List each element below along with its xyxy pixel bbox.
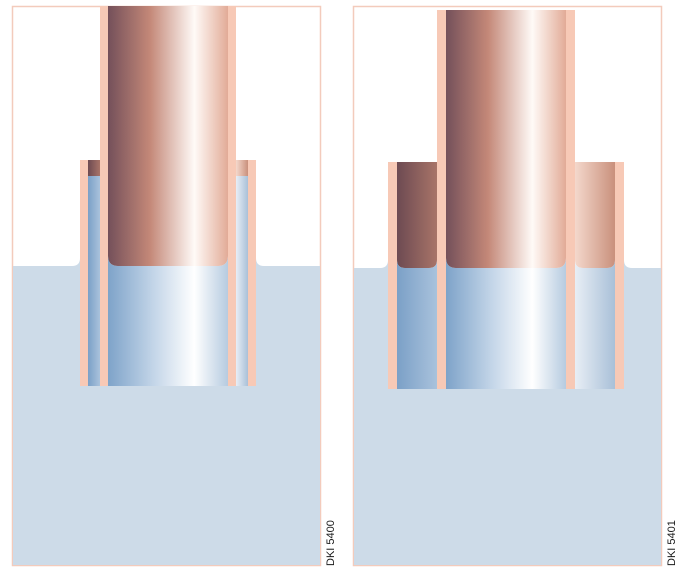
left-inner-tube-wall-left: [100, 6, 108, 386]
right-outer-tube-wall-left: [388, 162, 397, 389]
right-gap-liquid-right: [575, 260, 615, 389]
left-gap-copper-right: [236, 160, 248, 176]
right-gap-copper-left: [397, 162, 437, 268]
left-gap-liquid-left: [88, 176, 100, 386]
left-inner-liquid: [108, 256, 228, 386]
right-inner-copper: [446, 10, 566, 268]
left-outer-tube-wall-right: [248, 160, 256, 386]
left-inner-copper: [108, 6, 228, 266]
left-panel: [11, 5, 322, 567]
right-liquid: [354, 260, 661, 565]
right-inner-liquid: [446, 258, 566, 389]
right-inner-tube-wall-left: [437, 10, 446, 389]
right-gap-liquid-left: [397, 260, 437, 389]
right-panel: [352, 5, 663, 567]
left-gap-copper-left: [88, 160, 100, 176]
left-outer-tube-wall-left: [80, 160, 88, 386]
right-inner-tube-wall-right: [566, 10, 575, 389]
left-panel-code: DKI 5400: [325, 520, 337, 566]
right-gap-copper-right: [575, 162, 615, 268]
right-outer-tube-wall-right: [615, 162, 624, 389]
left-liquid: [13, 258, 320, 565]
right-panel-code: DKI 5401: [666, 520, 677, 566]
left-inner-tube-wall-right: [228, 6, 236, 386]
left-gap-liquid-right: [236, 176, 248, 386]
